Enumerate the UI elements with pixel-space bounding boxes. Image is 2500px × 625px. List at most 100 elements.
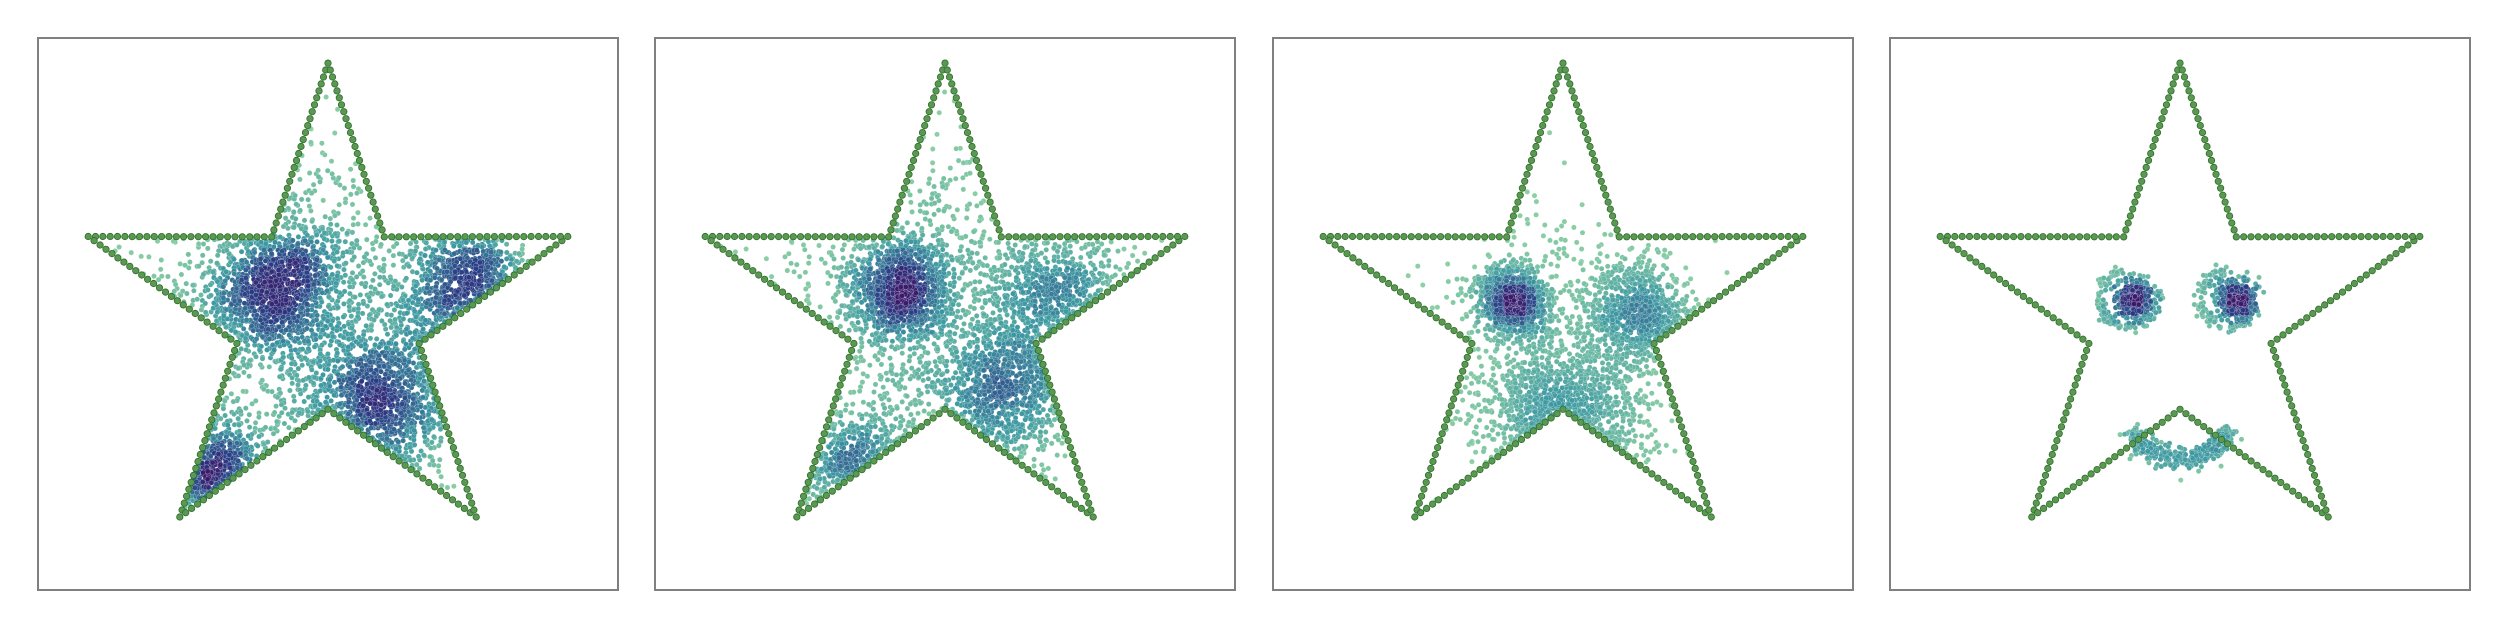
data-point <box>358 343 364 349</box>
data-point <box>184 290 190 297</box>
data-point <box>410 395 416 402</box>
data-point <box>235 458 241 464</box>
data-point <box>972 190 978 197</box>
data-point <box>271 347 277 353</box>
data-point <box>339 226 345 232</box>
data-point <box>292 260 299 266</box>
data-point <box>372 271 378 277</box>
data-point <box>464 280 471 287</box>
data-point <box>262 424 269 431</box>
data-point <box>214 309 221 315</box>
data-point <box>332 130 338 136</box>
outline-point <box>219 381 227 389</box>
data-point <box>1101 252 1107 258</box>
data-point <box>392 316 398 323</box>
data-point <box>220 283 227 290</box>
outline-point <box>469 301 477 309</box>
outline-point <box>226 360 234 368</box>
outline-point <box>210 409 218 417</box>
data-point <box>1062 453 1068 459</box>
data-point <box>200 271 207 278</box>
data-point <box>349 325 355 331</box>
data-point <box>345 411 352 417</box>
data-point <box>925 350 931 356</box>
data-point <box>365 389 372 395</box>
outline-point <box>246 233 254 241</box>
data-point <box>410 400 416 407</box>
data-point <box>270 256 277 263</box>
data-point <box>332 230 339 237</box>
data-point <box>248 240 254 247</box>
data-point <box>931 211 937 218</box>
outline-point <box>290 163 298 171</box>
outline-point <box>549 232 557 241</box>
data-point <box>274 418 280 425</box>
data-point <box>185 251 192 258</box>
data-point <box>217 462 224 468</box>
data-point <box>348 331 355 337</box>
data-point <box>347 166 354 172</box>
outline-point <box>84 232 92 241</box>
data-point <box>878 374 885 380</box>
data-point <box>237 450 244 457</box>
data-point <box>802 269 809 276</box>
data-point <box>995 239 1002 246</box>
data-point <box>273 403 279 409</box>
outline-point <box>223 478 231 487</box>
data-point <box>214 278 221 285</box>
data-point <box>128 249 134 256</box>
data-point <box>366 294 372 301</box>
data-point <box>337 182 343 188</box>
data-point <box>269 388 275 395</box>
data-point <box>362 346 369 353</box>
data-point <box>346 370 352 376</box>
data-point <box>332 212 338 219</box>
data-point <box>960 175 966 181</box>
data-point <box>289 243 295 249</box>
data-point <box>299 362 305 368</box>
data-point <box>366 417 373 424</box>
data-point <box>382 353 388 359</box>
outline-point <box>442 491 451 500</box>
data-point <box>151 273 157 279</box>
data-point <box>314 239 320 245</box>
data-point <box>848 409 855 416</box>
data-point <box>424 285 430 291</box>
data-point <box>338 392 345 398</box>
outline-point <box>355 156 364 164</box>
data-point <box>315 322 321 328</box>
data-point <box>232 329 239 335</box>
data-point <box>282 405 288 411</box>
data-point <box>182 262 188 268</box>
outline-point <box>346 129 355 137</box>
data-point <box>840 255 846 261</box>
data-point <box>421 452 427 458</box>
data-point <box>242 305 248 312</box>
data-point <box>223 247 230 254</box>
data-point <box>350 215 357 221</box>
data-point <box>407 457 414 464</box>
data-point <box>298 196 305 203</box>
data-point <box>429 417 435 423</box>
outline-point <box>281 191 289 199</box>
data-point <box>311 344 318 350</box>
data-point <box>241 369 247 376</box>
data-point <box>441 297 448 304</box>
data-point <box>396 420 403 427</box>
data-point <box>458 275 464 281</box>
data-point <box>1044 240 1051 246</box>
data-point <box>311 224 318 230</box>
outline-point <box>301 129 310 137</box>
data-point <box>936 109 942 116</box>
data-point <box>253 398 259 404</box>
data-point <box>253 336 260 342</box>
data-point <box>421 378 427 384</box>
data-point <box>408 420 415 426</box>
data-point <box>264 347 270 353</box>
outline-point <box>144 275 152 283</box>
data-point <box>488 249 494 255</box>
data-point <box>402 395 408 401</box>
data-point <box>390 252 397 259</box>
data-point <box>235 373 242 379</box>
data-point <box>930 167 936 174</box>
